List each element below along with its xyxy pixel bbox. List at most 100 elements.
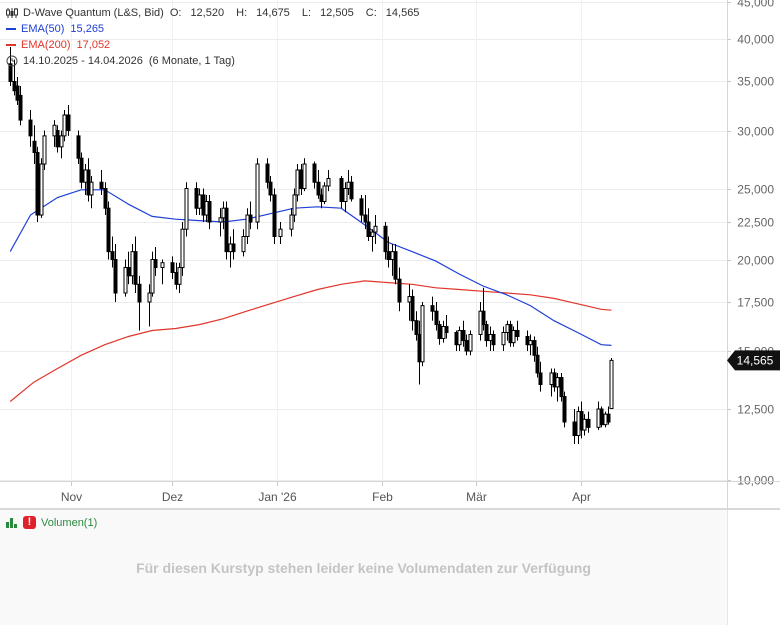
volume-panel: ! Volumen(1) Für diesen Kurstyp stehen l… bbox=[0, 510, 727, 625]
candle-body bbox=[572, 421, 577, 437]
candle-body bbox=[437, 324, 442, 340]
ema200-path bbox=[9, 280, 612, 402]
candle-body bbox=[468, 333, 473, 352]
plot-area bbox=[0, 0, 727, 481]
candle-body bbox=[103, 188, 108, 209]
y-tick-label: 45,000 bbox=[737, 0, 774, 10]
candle-body bbox=[535, 354, 540, 374]
candle-body bbox=[110, 251, 115, 260]
candle-body bbox=[265, 163, 270, 183]
candle-body bbox=[289, 214, 294, 230]
candle-body bbox=[515, 329, 520, 338]
candle-body bbox=[170, 262, 175, 273]
candle-body bbox=[42, 135, 47, 165]
candle-body bbox=[255, 163, 260, 223]
candle-body bbox=[153, 259, 158, 269]
candle-body bbox=[397, 278, 402, 303]
candle-body bbox=[272, 194, 277, 237]
ema200-swatch bbox=[6, 44, 16, 46]
candle-body bbox=[18, 94, 23, 121]
ema50-path bbox=[9, 189, 612, 346]
x-tick-label: Jan '26 bbox=[258, 490, 297, 504]
candle-body bbox=[430, 305, 435, 312]
candle-body bbox=[248, 214, 253, 223]
candle-body bbox=[373, 225, 378, 233]
candle-body bbox=[35, 151, 40, 216]
candle-body bbox=[89, 181, 94, 196]
x-tick-label: Mär bbox=[466, 490, 487, 504]
candle-body bbox=[231, 243, 236, 253]
x-tick-label: Nov bbox=[61, 490, 82, 504]
y-tick-label: 25,000 bbox=[737, 183, 774, 197]
candle-body bbox=[582, 418, 587, 431]
y-tick-label: 22,500 bbox=[737, 216, 774, 230]
candle-body bbox=[137, 283, 142, 303]
ohlc-low: L: 12,505 bbox=[301, 7, 354, 19]
candle-body bbox=[66, 114, 71, 132]
candle-body bbox=[180, 228, 185, 269]
legend-ema200[interactable]: EMA(200) 17,052 bbox=[6, 37, 428, 53]
candle-body bbox=[386, 251, 391, 260]
candle-body bbox=[562, 396, 567, 423]
candle-body bbox=[278, 228, 283, 237]
candle-body bbox=[106, 207, 111, 253]
y-tick-label: 35,000 bbox=[737, 75, 774, 89]
candle-body bbox=[160, 262, 165, 269]
candle-body bbox=[393, 251, 398, 280]
candle-body bbox=[457, 329, 462, 346]
candle-body bbox=[326, 177, 331, 187]
candle-body bbox=[32, 140, 37, 153]
instrument-name: D-Wave Quantum (L&S, Bid) bbox=[23, 7, 164, 19]
y-tick-label: 30,000 bbox=[737, 125, 774, 139]
candle-body bbox=[434, 310, 439, 326]
bar-chart-icon bbox=[6, 517, 18, 528]
candle-body bbox=[538, 372, 543, 386]
y-tick-label: 10,000 bbox=[737, 474, 774, 488]
candlestick-icon bbox=[6, 8, 18, 18]
candle-body bbox=[599, 408, 604, 426]
y-tick-label: 17,500 bbox=[737, 296, 774, 310]
panel-separator[interactable] bbox=[0, 508, 780, 510]
candle-body bbox=[414, 320, 419, 335]
last-price-label: 14,565 bbox=[737, 353, 774, 367]
y-tick-label: 20,000 bbox=[737, 254, 774, 268]
candle-body bbox=[312, 163, 317, 183]
y-axis: 10,00012,50015,00017,50020,00022,50025,0… bbox=[727, 0, 774, 508]
x-axis: Nov Dez Jan '26 Feb Mär Apr bbox=[0, 481, 780, 504]
volume-header[interactable]: ! Volumen(1) bbox=[6, 516, 97, 529]
candle-body bbox=[197, 194, 202, 209]
legend-ema50[interactable]: EMA(50) 15,265 bbox=[6, 21, 428, 37]
warning-icon: ! bbox=[23, 516, 36, 529]
candle-body bbox=[241, 235, 246, 253]
candle-body bbox=[606, 413, 611, 423]
candle-body bbox=[501, 331, 506, 346]
price-chart[interactable]: 10,00012,50015,00017,50020,00022,50025,0… bbox=[0, 0, 780, 508]
candle-body bbox=[133, 251, 138, 285]
candle-body bbox=[349, 181, 354, 200]
last-price-marker: 14,565 bbox=[727, 350, 780, 371]
candle-body bbox=[224, 207, 229, 253]
candle-body bbox=[268, 181, 273, 196]
candle-body bbox=[218, 217, 223, 223]
candle-body bbox=[177, 267, 182, 285]
candle-body bbox=[559, 377, 564, 398]
candle-body bbox=[316, 181, 321, 196]
x-tick-label: Dez bbox=[162, 490, 183, 504]
ema200-line bbox=[9, 280, 612, 402]
candle-body bbox=[150, 259, 155, 294]
candle-body bbox=[555, 377, 560, 388]
candle-body bbox=[370, 231, 375, 237]
candle-body bbox=[295, 169, 300, 196]
y-tick-label: 40,000 bbox=[737, 33, 774, 47]
candle-body bbox=[62, 114, 67, 137]
candle-body bbox=[123, 267, 128, 294]
candle-body bbox=[461, 329, 466, 342]
candle-body bbox=[609, 359, 614, 410]
candle-body bbox=[410, 296, 415, 322]
ohlc-close: C: 14,565 bbox=[365, 7, 420, 19]
last-price-badge bbox=[727, 350, 780, 371]
candle-body bbox=[245, 214, 250, 237]
candle-body bbox=[113, 259, 118, 294]
candlesticks bbox=[8, 47, 614, 444]
candle-body bbox=[343, 188, 348, 203]
